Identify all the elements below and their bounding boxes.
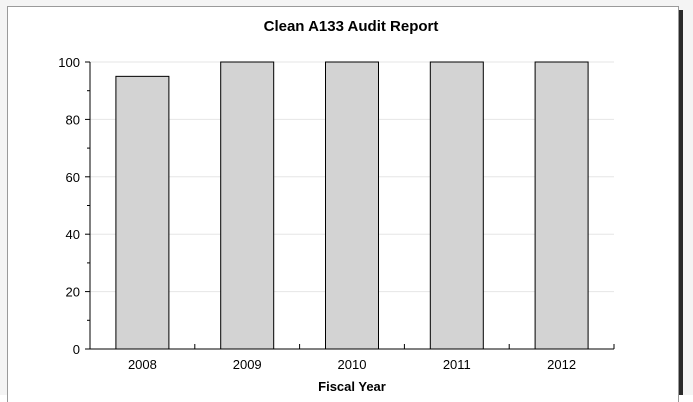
x-tick-label: 2012 [547,357,576,372]
y-ticks: 0 20 40 60 80 100 [58,55,90,357]
x-tick-label: 2009 [233,357,262,372]
bar-2009 [220,61,275,350]
bar-2012 [534,61,589,350]
bar-2010 [325,61,379,350]
x-tick-label: 2010 [338,357,367,372]
x-ticks: 2008 2009 2010 2011 2012 [128,344,615,372]
x-tick-label: 2011 [443,357,471,372]
y-tick-label: 20 [66,285,80,300]
panel-shadow [679,10,683,395]
y-tick-label: 100 [58,55,80,70]
x-tick-label: 2008 [128,357,157,372]
x-axis-label: Fiscal Year [318,379,386,394]
y-tick-label: 40 [66,227,80,242]
bar-2011 [429,61,484,350]
bars [115,61,589,350]
y-tick-label: 60 [66,170,80,185]
y-tick-label: 0 [73,342,80,357]
chart-title: Clean A133 Audit Report [264,18,439,35]
y-tick-label: 80 [66,112,80,127]
bar-2008 [115,75,170,350]
